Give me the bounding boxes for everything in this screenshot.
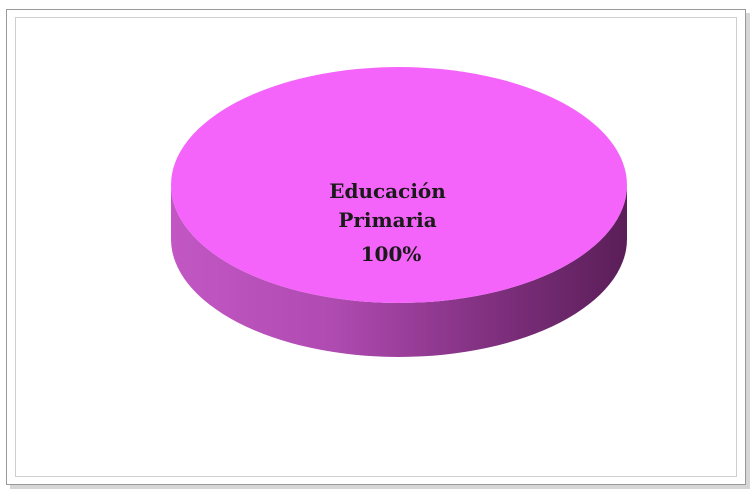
slice-label: Educación Primaria 100% [329, 179, 453, 266]
chart-area [15, 17, 737, 477]
slice-value-label: 100% [361, 242, 422, 266]
chart-frame: Educación Primaria 100% [6, 9, 746, 485]
pie-slice-top-0 [171, 67, 627, 303]
pie-slices [171, 67, 627, 357]
pie-side-wall [171, 185, 627, 357]
slice-label-line-1: Educación [329, 179, 446, 203]
slice-label-line-2: Primaria [338, 208, 436, 232]
pie-chart: Educación Primaria 100% [171, 67, 627, 357]
